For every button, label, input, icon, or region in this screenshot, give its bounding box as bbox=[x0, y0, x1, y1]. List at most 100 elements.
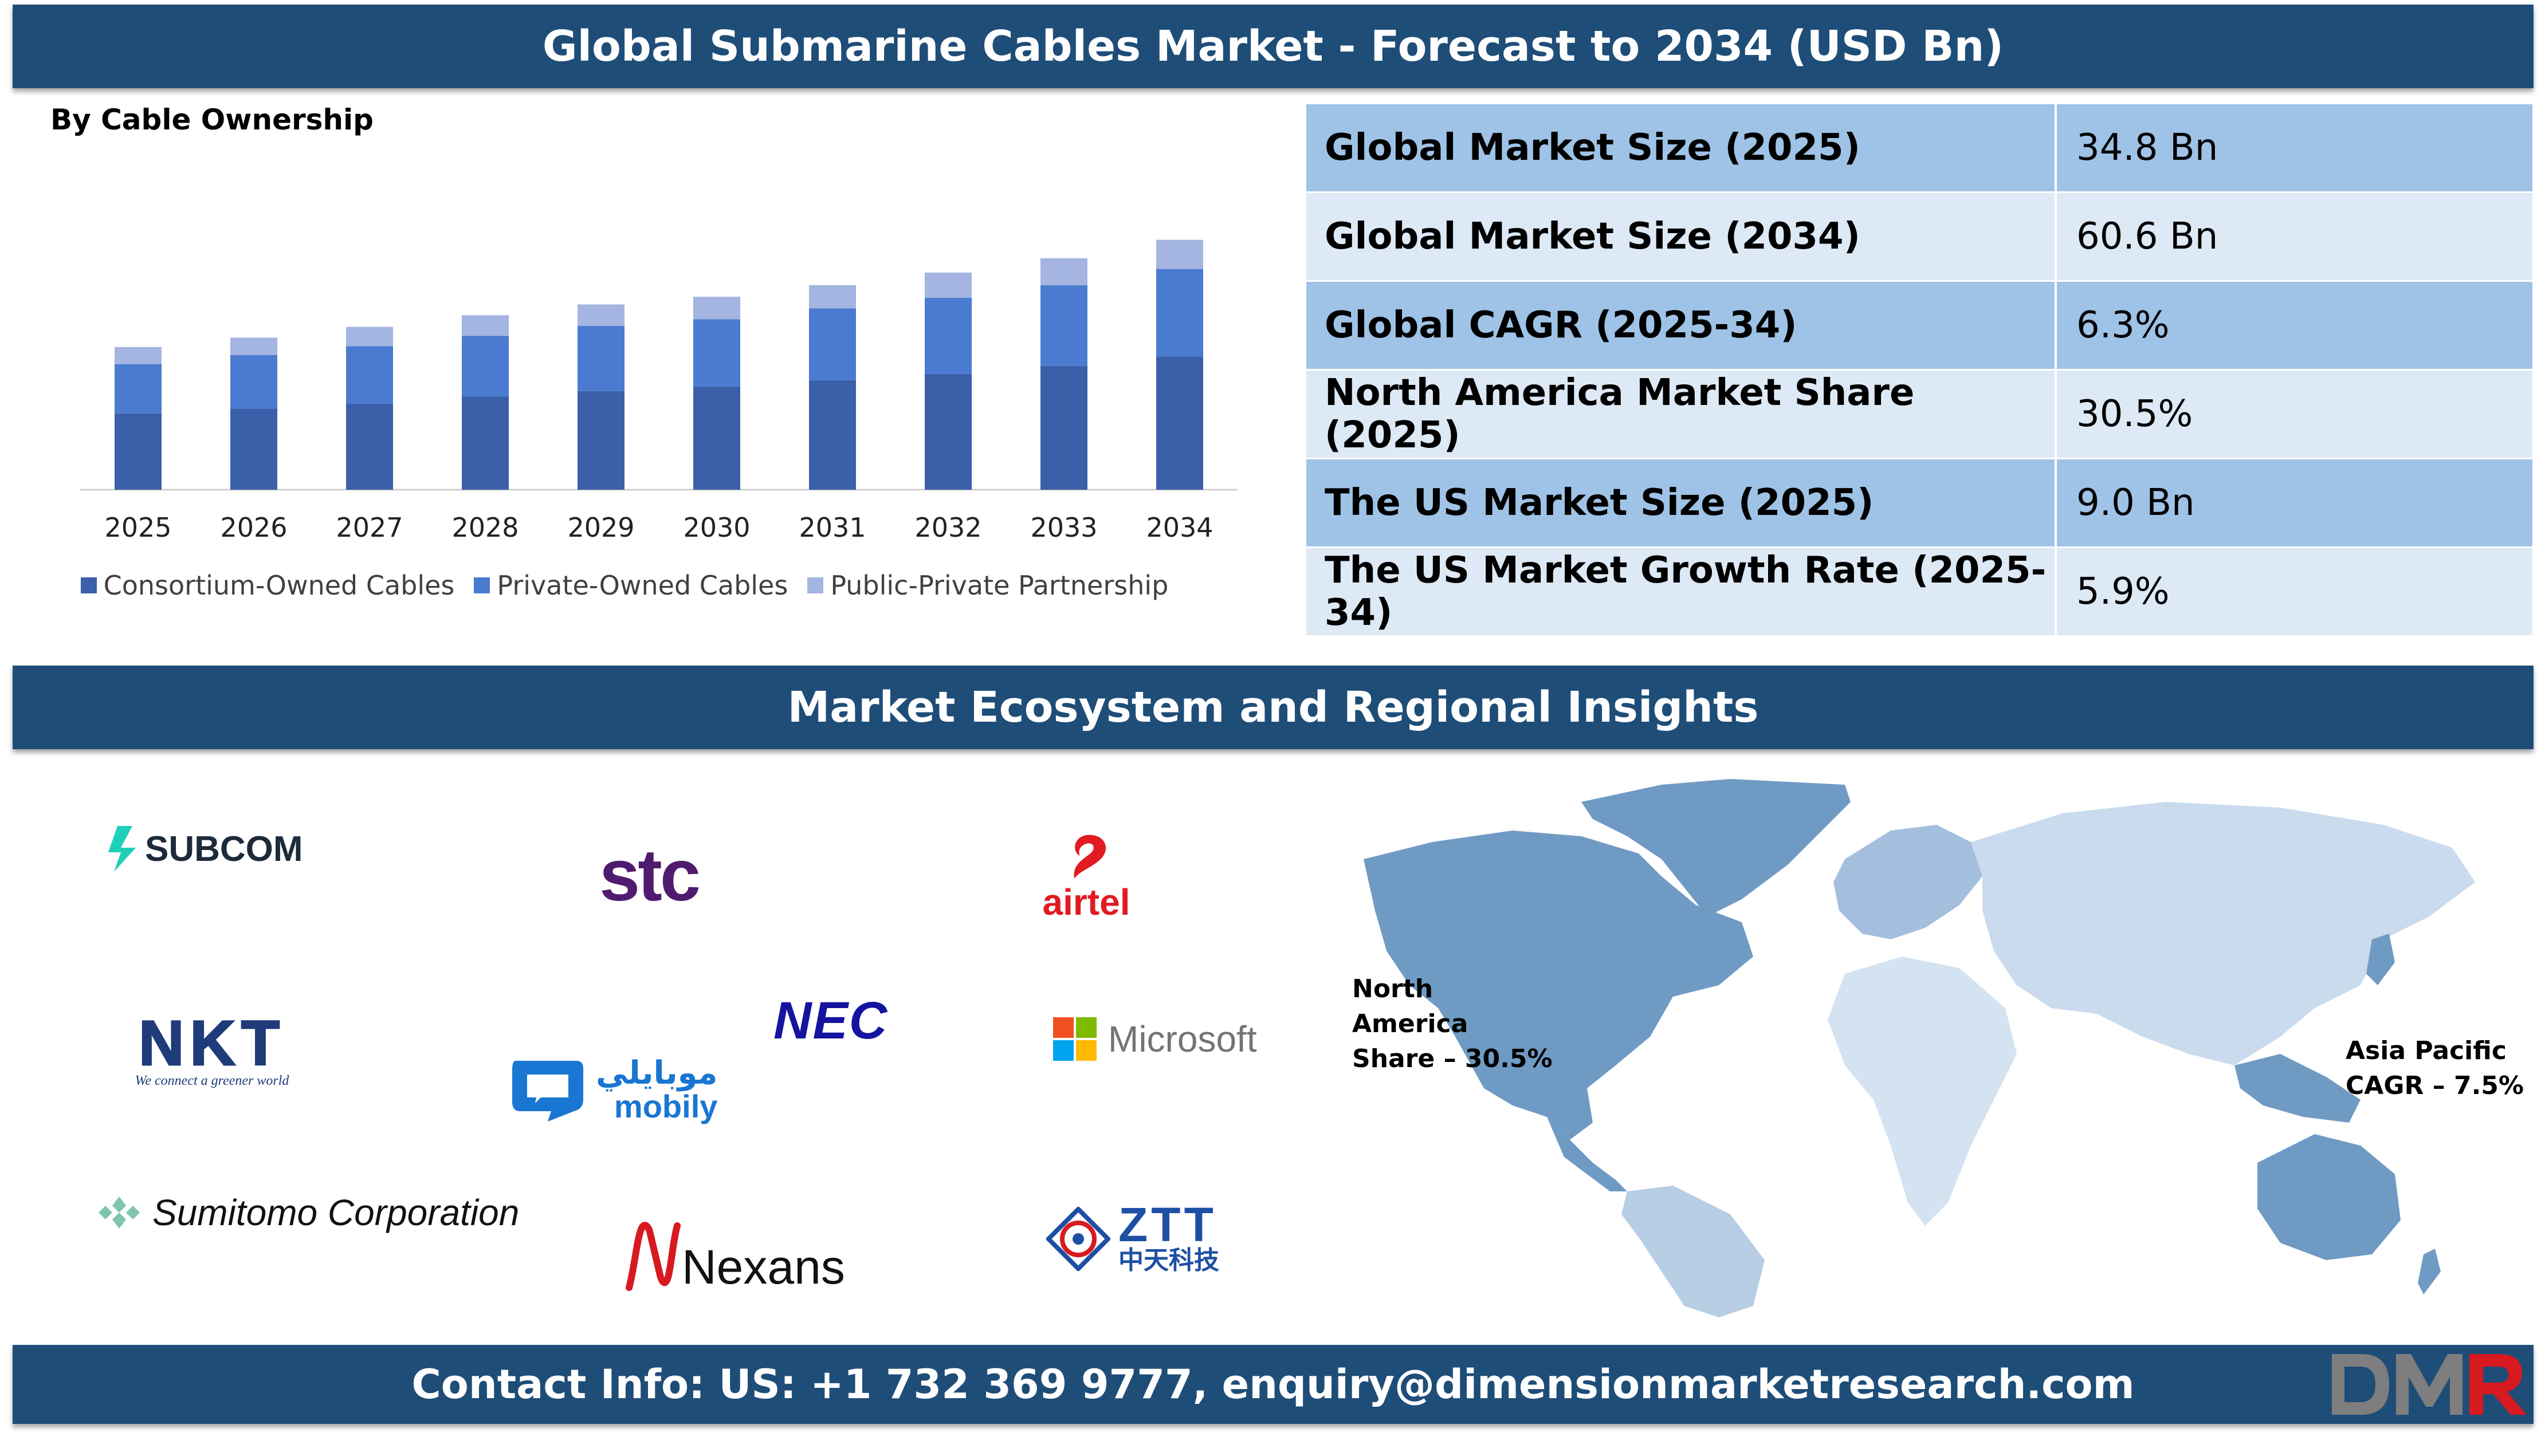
stat-value: 34.8 Bn bbox=[2076, 127, 2218, 169]
stat-row: North America Market Share (2025) 30.5% bbox=[1306, 371, 2532, 458]
bar-segment bbox=[1040, 285, 1087, 366]
bar-segment bbox=[230, 409, 277, 490]
legend-item: Consortium-Owned Cables bbox=[80, 570, 455, 601]
stat-value: 9.0 Bn bbox=[2076, 482, 2195, 524]
stat-row: The US Market Size (2025) 9.0 Bn bbox=[1306, 459, 2532, 546]
ap-label-line2: CAGR – 7.5% bbox=[2346, 1071, 2524, 1100]
x-tick-label: 2030 bbox=[683, 512, 750, 543]
ap-label-line1: Asia Pacific bbox=[2346, 1036, 2507, 1065]
bar-segment bbox=[578, 391, 625, 490]
subcom-mark-icon bbox=[108, 826, 136, 872]
north-america-label: North America Share – 30.5% bbox=[1352, 971, 1553, 1076]
bar-segment bbox=[115, 347, 162, 364]
microsoft-wordmark: Microsoft bbox=[1108, 1018, 1257, 1060]
bar-segment bbox=[1156, 356, 1203, 490]
subcom-wordmark: SUBCOM bbox=[145, 829, 303, 869]
bar-segment bbox=[578, 304, 625, 326]
asia-shape bbox=[1971, 802, 2475, 1065]
x-tick-label: 2032 bbox=[914, 512, 981, 543]
stat-value: 30.5% bbox=[2076, 393, 2193, 435]
stat-label: Global Market Size (2025) bbox=[1306, 104, 2057, 191]
sumitomo-logo: Sumitomo Corporation bbox=[99, 1191, 519, 1234]
new-zealand-shape bbox=[2418, 1249, 2441, 1294]
bar-segment bbox=[693, 297, 740, 320]
central-america-shape bbox=[1547, 1117, 1627, 1191]
na-label-line1: North bbox=[1352, 974, 1433, 1004]
nexans-logo: Nexans bbox=[625, 1220, 845, 1292]
ecosystem-title: Market Ecosystem and Regional Insights bbox=[787, 683, 1759, 732]
x-tick-label: 2027 bbox=[336, 512, 403, 543]
legend-swatch bbox=[474, 577, 490, 593]
bar-segment bbox=[230, 337, 277, 355]
stat-label: Global CAGR (2025-34) bbox=[1306, 282, 2057, 369]
nec-logo: NEC bbox=[773, 991, 888, 1051]
main-title-banner: Global Submarine Cables Market - Forecas… bbox=[13, 5, 2534, 88]
legend-label: Consortium-Owned Cables bbox=[103, 570, 455, 601]
stat-row: The US Market Growth Rate (2025-34) 5.9% bbox=[1306, 548, 2532, 635]
airtel-wordmark: airtel bbox=[1042, 882, 1130, 923]
asia-pacific-label: Asia Pacific CAGR – 7.5% bbox=[2346, 1033, 2524, 1103]
airtel-logo: airtel bbox=[1035, 831, 1138, 920]
stat-label: North America Market Share (2025) bbox=[1306, 371, 2057, 458]
bar-segment bbox=[693, 386, 740, 490]
bar-segment bbox=[462, 315, 509, 336]
mobily-mark-icon bbox=[512, 1061, 583, 1121]
stat-row: Global Market Size (2025) 34.8 Bn bbox=[1306, 104, 2532, 191]
legend-label: Private-Owned Cables bbox=[497, 570, 788, 601]
stat-label: The US Market Size (2025) bbox=[1306, 459, 2057, 546]
nexans-n-icon bbox=[626, 1222, 681, 1291]
ecosystem-banner: Market Ecosystem and Regional Insights bbox=[13, 666, 2534, 749]
south-america-shape bbox=[1621, 1186, 1765, 1317]
bar-segment bbox=[809, 308, 856, 380]
world-map bbox=[1341, 768, 2521, 1320]
stat-label: Global Market Size (2034) bbox=[1306, 193, 2057, 280]
x-tick-label: 2031 bbox=[799, 512, 866, 543]
stacked-bar-chart: 2025 2026 2027 2028 2029 2030 2031 2032 2033 2034 bbox=[80, 239, 1238, 543]
bar-segment bbox=[809, 380, 856, 490]
bar-segment bbox=[693, 319, 740, 387]
europe-shape bbox=[1833, 825, 1982, 939]
dmr-logo-graphic bbox=[2332, 1354, 2527, 1415]
bar-segment bbox=[115, 413, 162, 490]
bar-segment bbox=[1040, 258, 1087, 285]
x-tick-label: 2034 bbox=[1146, 512, 1213, 543]
stat-row: Global CAGR (2025-34) 6.3% bbox=[1306, 282, 2532, 369]
mobily-logo: موبايلي mobily bbox=[508, 1054, 717, 1126]
airtel-swirl-icon bbox=[1074, 835, 1106, 879]
bar-segment bbox=[1156, 239, 1203, 269]
legend-swatch bbox=[807, 577, 824, 593]
ztt-emblem-icon bbox=[1046, 1207, 1110, 1271]
contact-banner: Contact Info: US: +1 732 369 9777, enqui… bbox=[13, 1345, 2534, 1424]
x-tick-label: 2026 bbox=[220, 512, 287, 543]
bar-segment bbox=[462, 396, 509, 490]
japan-shape bbox=[2366, 934, 2395, 985]
subcom-logo: SUBCOM bbox=[106, 826, 303, 872]
australia-shape bbox=[2257, 1134, 2401, 1260]
bar-segment bbox=[346, 403, 393, 490]
sumitomo-wordmark: Sumitomo Corporation bbox=[152, 1192, 520, 1233]
stat-value: 5.9% bbox=[2076, 570, 2170, 613]
na-label-line2: America bbox=[1352, 1009, 1468, 1038]
ztt-chinese-wordmark: 中天科技 bbox=[1118, 1246, 1219, 1275]
stc-logo: stc bbox=[599, 833, 701, 918]
x-tick-label: 2025 bbox=[104, 512, 171, 543]
bar-segment bbox=[346, 346, 393, 404]
na-label-line3: Share – 30.5% bbox=[1352, 1044, 1553, 1073]
africa-shape bbox=[1828, 957, 2017, 1226]
mobily-arabic-wordmark: موبايلي bbox=[596, 1054, 718, 1092]
nkt-logo: NKT We connect a greener world bbox=[117, 1011, 307, 1089]
ztt-wordmark: ZTT bbox=[1118, 1198, 1217, 1252]
bar-segment bbox=[925, 373, 972, 490]
north-america-shape bbox=[1364, 831, 1753, 1140]
bar-segment bbox=[925, 297, 972, 374]
nexans-wordmark: Nexans bbox=[682, 1240, 845, 1294]
page-title: Global Submarine Cables Market - Forecas… bbox=[542, 22, 2004, 71]
nkt-tagline: We connect a greener world bbox=[135, 1073, 289, 1088]
x-tick-label: 2028 bbox=[451, 512, 519, 543]
world-map-graphic bbox=[1364, 779, 2475, 1317]
chart-legend: Consortium-Owned Cables Private-Owned Cab… bbox=[0, 570, 1249, 601]
stat-label: The US Market Growth Rate (2025-34) bbox=[1306, 548, 2057, 635]
legend-label: Public-Private Partnership bbox=[830, 570, 1169, 601]
mobily-wordmark: mobily bbox=[614, 1088, 718, 1124]
legend-swatch bbox=[80, 577, 97, 593]
